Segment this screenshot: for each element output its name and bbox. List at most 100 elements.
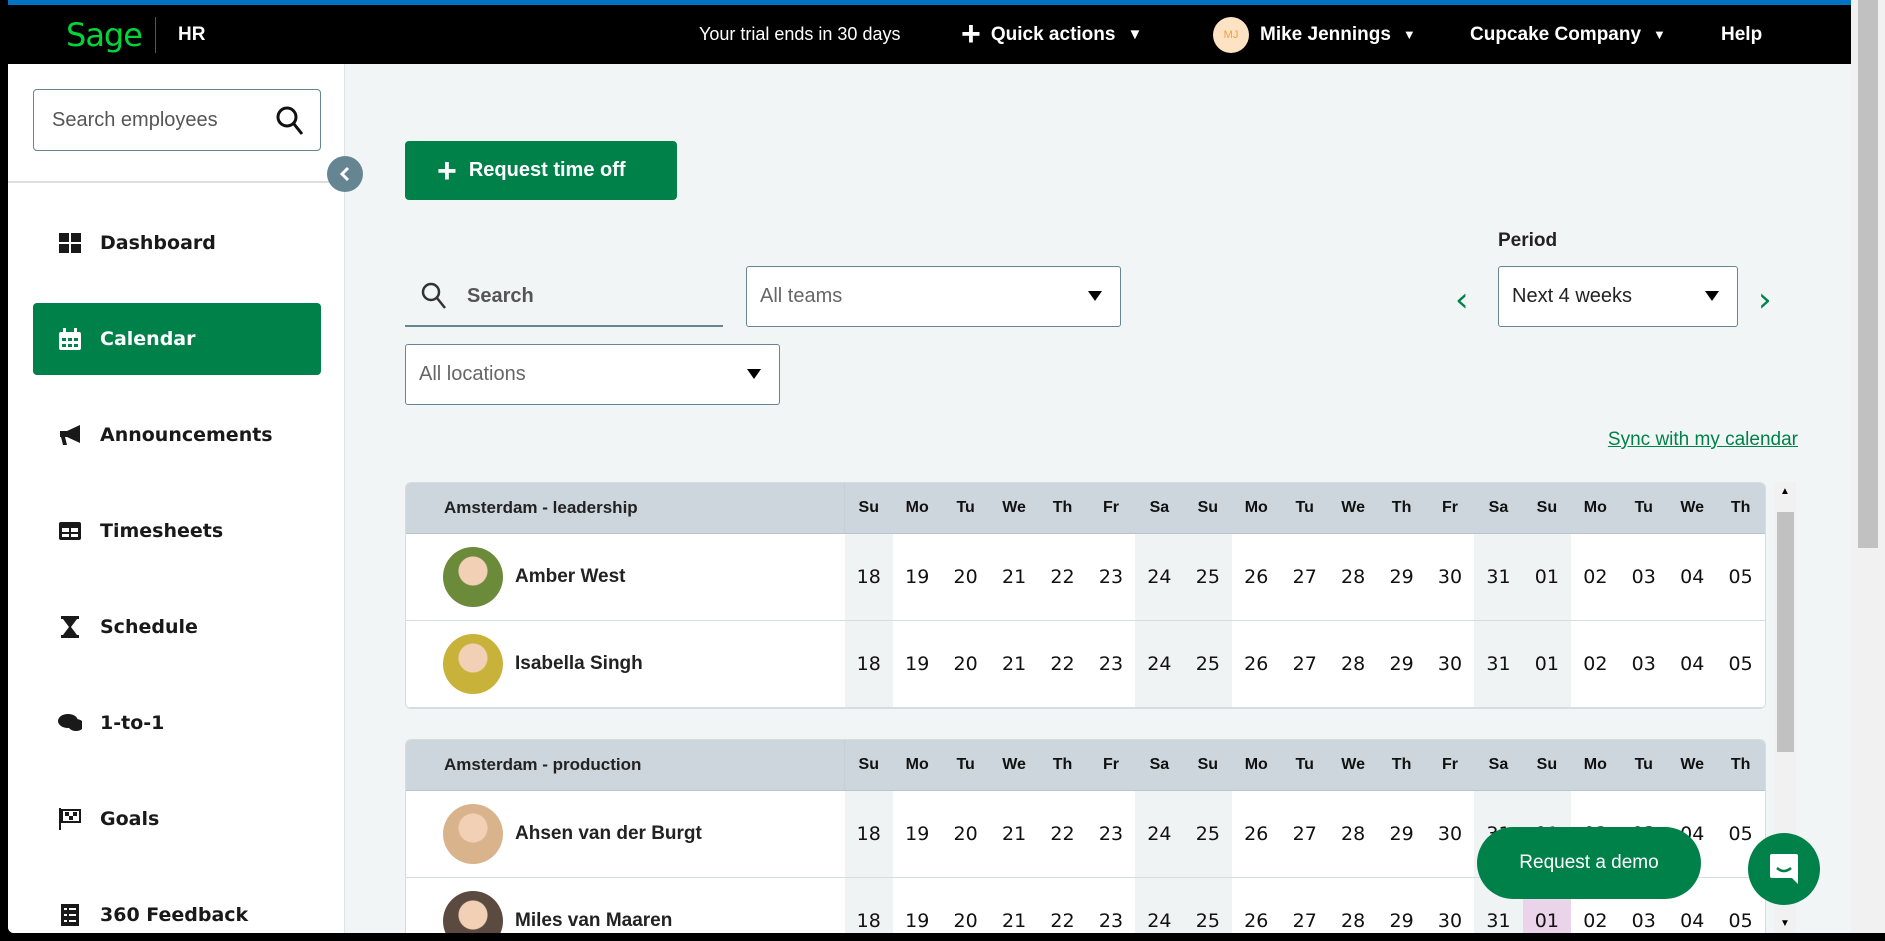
day-cell[interactable]: 25 xyxy=(1183,621,1233,707)
sidebar-item-announcements[interactable]: Announcements xyxy=(33,399,321,471)
request-time-off-button[interactable]: + Request time off xyxy=(405,141,677,200)
day-cell[interactable]: 18 xyxy=(844,791,893,877)
day-cell[interactable]: 24 xyxy=(1135,791,1184,877)
day-cell[interactable]: 30 xyxy=(1437,910,1463,932)
employee-name[interactable]: Miles van Maaren xyxy=(515,910,673,931)
day-cell[interactable]: 28 xyxy=(1341,653,1366,675)
day-cell[interactable]: 26 xyxy=(1244,566,1269,588)
sidebar-item-1-to-1[interactable]: 1-to-1 xyxy=(33,687,321,759)
day-cell[interactable]: 27 xyxy=(1292,910,1317,932)
day-cell[interactable]: 30 xyxy=(1437,566,1463,588)
sidebar-item-calendar[interactable]: Calendar xyxy=(33,303,321,375)
day-cell[interactable]: 28 xyxy=(1341,566,1366,588)
day-cell[interactable]: 01 xyxy=(1522,621,1572,707)
day-cell[interactable]: 30 xyxy=(1437,653,1463,675)
day-cell[interactable]: 24 xyxy=(1135,534,1184,620)
page-scrollbar[interactable] xyxy=(1851,0,1885,933)
day-cell[interactable]: 25 xyxy=(1183,791,1233,877)
day-cell[interactable]: 19 xyxy=(905,653,930,675)
help-link[interactable]: Help xyxy=(1721,23,1763,45)
day-cell[interactable]: 29 xyxy=(1389,823,1414,845)
search-icon[interactable] xyxy=(276,106,304,136)
day-cell[interactable]: 02 xyxy=(1583,910,1608,932)
day-cell[interactable]: 20 xyxy=(953,653,978,675)
day-cell[interactable]: 27 xyxy=(1292,566,1317,588)
day-cell[interactable]: 01 xyxy=(1522,534,1572,620)
day-cell[interactable]: 03 xyxy=(1631,653,1656,675)
day-cell[interactable]: 19 xyxy=(905,566,930,588)
day-cell[interactable]: 24 xyxy=(1135,878,1184,933)
calendar-scrollbar[interactable]: ▲ ▼ xyxy=(1774,482,1796,933)
day-cell[interactable]: 20 xyxy=(953,823,978,845)
day-cell[interactable]: 31 xyxy=(1474,621,1523,707)
scrollbar-thumb[interactable] xyxy=(1777,512,1794,752)
scrollbar-thumb[interactable] xyxy=(1858,0,1878,548)
day-cell[interactable]: 23 xyxy=(1098,823,1124,845)
day-cell[interactable]: 31 xyxy=(1474,534,1523,620)
employee-name[interactable]: Amber West xyxy=(515,566,626,587)
sidebar-item-360-feedback[interactable]: 360 Feedback xyxy=(33,879,321,933)
day-cell[interactable]: 23 xyxy=(1098,653,1124,675)
day-cell[interactable]: 27 xyxy=(1292,653,1317,675)
day-cell[interactable]: 19 xyxy=(905,823,930,845)
employee-search-input[interactable]: Search employees xyxy=(33,89,321,151)
day-cell[interactable]: 23 xyxy=(1098,910,1124,932)
day-cell[interactable]: 30 xyxy=(1437,823,1463,845)
locations-select[interactable]: All locations xyxy=(405,344,780,405)
day-cell[interactable]: 18 xyxy=(844,621,893,707)
request-demo-button[interactable]: Request a demo xyxy=(1477,827,1701,899)
day-cell[interactable]: 23 xyxy=(1098,566,1124,588)
day-cell[interactable]: 18 xyxy=(844,534,893,620)
day-cell[interactable]: 05 xyxy=(1728,910,1753,932)
next-period-button[interactable]: › xyxy=(1758,280,1772,320)
day-cell[interactable]: 20 xyxy=(953,566,978,588)
quick-actions-menu[interactable]: + Quick actions ▼ xyxy=(961,5,1142,64)
user-menu[interactable]: MJ Mike Jennings ▼ xyxy=(1213,5,1416,64)
chat-button[interactable] xyxy=(1748,833,1820,905)
previous-period-button[interactable]: ‹ xyxy=(1455,280,1469,320)
day-cell[interactable]: 25 xyxy=(1183,534,1233,620)
period-select[interactable]: Next 4 weeks xyxy=(1498,266,1738,327)
company-menu[interactable]: Cupcake Company ▼ xyxy=(1470,5,1666,64)
sync-calendar-link[interactable]: Sync with my calendar xyxy=(1607,429,1798,450)
table-row[interactable]: Isabella Singh 18 19 20 21 22 23 24 25 26 27 28 29 30… xyxy=(406,621,1765,708)
teams-select[interactable]: All teams xyxy=(746,266,1121,327)
day-cell[interactable]: 21 xyxy=(1001,653,1027,675)
day-cell[interactable]: 29 xyxy=(1389,566,1414,588)
day-cell[interactable]: 21 xyxy=(1001,823,1027,845)
day-cell[interactable]: 21 xyxy=(1001,910,1027,932)
day-cell[interactable]: 05 xyxy=(1728,653,1753,675)
day-cell[interactable]: 25 xyxy=(1183,878,1233,933)
day-cell[interactable]: 27 xyxy=(1292,823,1317,845)
day-cell[interactable]: 02 xyxy=(1583,653,1608,675)
day-cell[interactable]: 02 xyxy=(1583,566,1608,588)
day-cell[interactable]: 28 xyxy=(1341,910,1366,932)
day-cell[interactable]: 03 xyxy=(1631,566,1656,588)
sage-logo[interactable]: Sage xyxy=(66,15,143,54)
day-cell[interactable]: 04 xyxy=(1680,653,1705,675)
employee-name[interactable]: Isabella Singh xyxy=(515,653,643,674)
employee-name[interactable]: Ahsen van der Burgt xyxy=(515,823,702,844)
table-row[interactable]: Amber West 18 19 20 21 22 23 24 25 26 27 28 29 30 31 01… xyxy=(406,534,1765,621)
day-cell[interactable]: 05 xyxy=(1728,566,1753,588)
sidebar-item-timesheets[interactable]: Timesheets xyxy=(33,495,321,567)
day-cell[interactable]: 29 xyxy=(1389,653,1414,675)
day-cell[interactable]: 04 xyxy=(1680,910,1705,932)
sidebar-item-schedule[interactable]: Schedule xyxy=(33,591,321,663)
collapse-sidebar-button[interactable] xyxy=(327,156,363,192)
day-cell[interactable]: 18 xyxy=(844,878,893,933)
day-cell[interactable]: 22 xyxy=(1050,566,1075,588)
calendar-search-input[interactable]: Search xyxy=(405,267,723,327)
day-cell[interactable]: 22 xyxy=(1050,653,1075,675)
day-cell[interactable]: 26 xyxy=(1244,653,1269,675)
scroll-up-arrow[interactable]: ▲ xyxy=(1780,486,1790,497)
day-cell[interactable]: 03 xyxy=(1631,910,1656,932)
day-cell[interactable]: 24 xyxy=(1135,621,1184,707)
day-cell[interactable]: 21 xyxy=(1001,566,1027,588)
sidebar-item-dashboard[interactable]: Dashboard xyxy=(33,207,321,279)
day-cell[interactable]: 19 xyxy=(905,910,930,932)
day-cell[interactable]: 26 xyxy=(1244,910,1269,932)
day-cell[interactable]: 22 xyxy=(1050,823,1075,845)
day-cell[interactable]: 29 xyxy=(1389,910,1414,932)
sidebar-item-goals[interactable]: Goals xyxy=(33,783,321,855)
